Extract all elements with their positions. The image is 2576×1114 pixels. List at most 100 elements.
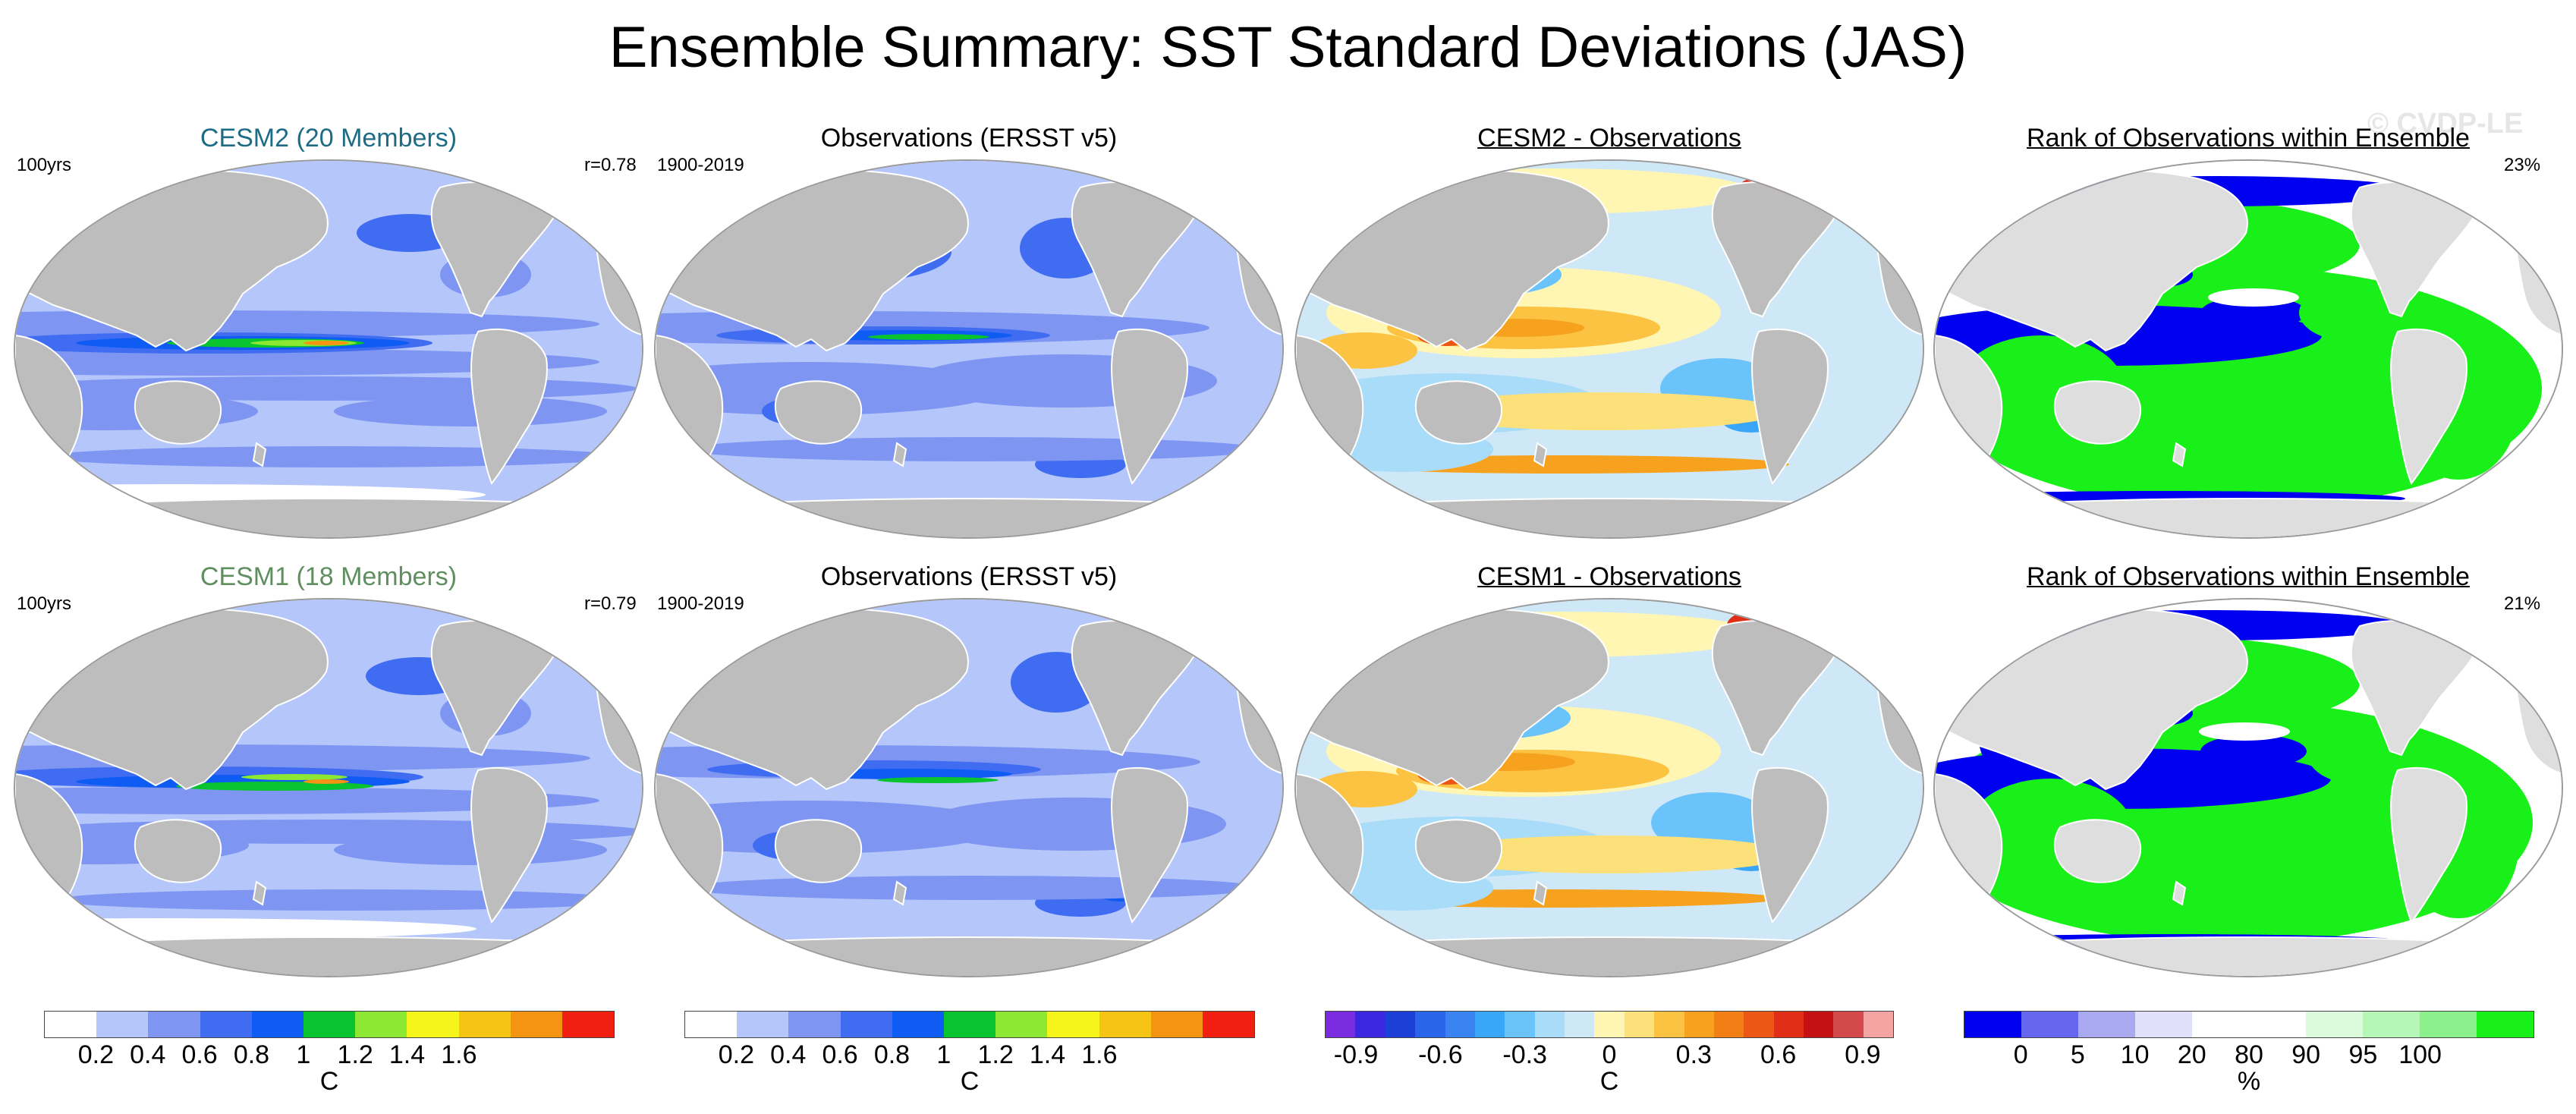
colorbar-swatch — [1355, 1012, 1386, 1037]
land-antarctica — [15, 936, 642, 976]
colorbar-swatch — [2420, 1012, 2477, 1037]
panel-title: CESM2 (20 Members) — [200, 124, 458, 153]
colorbar-swatch — [892, 1012, 944, 1037]
colorbar-tick-label: -0.9 — [1333, 1040, 1379, 1069]
colorbar-swatch — [45, 1012, 97, 1037]
colorbar-swatch — [788, 1012, 841, 1037]
land-antarctica — [656, 936, 1282, 976]
colorbar-swatch — [1534, 1012, 1565, 1037]
land-greenland — [1826, 161, 1889, 189]
colorbar-units: C — [960, 1067, 980, 1096]
map-obs — [654, 598, 1284, 977]
colorbar-swatch — [1505, 1012, 1535, 1037]
land-nz — [252, 880, 267, 906]
colorbar-swatch — [995, 1012, 1048, 1037]
field-blob — [334, 396, 607, 426]
field-blob — [2200, 735, 2307, 768]
colorbar-tick-label: 0.8 — [233, 1040, 270, 1069]
panel-period-note: 1900-2019 — [657, 155, 744, 175]
land-australia — [1414, 380, 1502, 445]
colorbar-tick-label: 0.4 — [130, 1040, 166, 1069]
panel-title: Observations (ERSST v5) — [820, 124, 1118, 153]
colorbar-tick-label: 0.4 — [770, 1040, 807, 1069]
panel-title: CESM2 - Observations — [1477, 124, 1741, 153]
colorbar-tick-label: 20 — [2177, 1040, 2206, 1069]
colorbar-swatch — [251, 1012, 304, 1037]
colorbar-tick-label: 1.2 — [337, 1040, 373, 1069]
panel-stat-note: r=0.78 — [584, 155, 637, 175]
colorbar-swatch — [2477, 1012, 2534, 1037]
land-samerica — [1111, 328, 1188, 485]
colorbar-tick-label: 0 — [1602, 1040, 1617, 1069]
map-canvas — [656, 599, 1282, 976]
panel-title: Observations (ERSST v5) — [820, 562, 1118, 591]
field-blob — [2208, 288, 2299, 307]
colorbar-units: C — [319, 1067, 339, 1096]
colorbar-swatch — [200, 1012, 252, 1037]
colorbar-swatch — [1326, 1012, 1356, 1037]
field-blob — [46, 446, 622, 467]
colorbar-swatch — [2021, 1012, 2078, 1037]
colorbar-tick-label: 0.8 — [873, 1040, 911, 1069]
land-australia — [2053, 819, 2141, 883]
map-canvas — [15, 161, 642, 537]
panel-period-note: 100yrs — [17, 593, 72, 614]
colorbar-swatch — [2078, 1012, 2135, 1037]
field-blob — [304, 341, 349, 345]
colorbar-tick-label: 1.4 — [1029, 1040, 1066, 1069]
colorbar-swatch — [2306, 1012, 2363, 1037]
colorbar-swatch — [943, 1012, 996, 1037]
colorbar-tick-label: 0.2 — [718, 1040, 754, 1069]
colorbar-swatch — [1713, 1012, 1744, 1037]
colorbar — [1964, 1011, 2534, 1038]
map-canvas — [1296, 599, 1923, 976]
land-greenland — [1185, 599, 1249, 628]
colorbar-tick-label: 0.6 — [181, 1040, 218, 1069]
colorbar-swatch — [458, 1012, 511, 1037]
map-obs — [654, 159, 1284, 539]
map-model — [14, 159, 643, 539]
colorbar-tick-label: 0.6 — [822, 1040, 858, 1069]
colorbar-tick-label: 95 — [2348, 1040, 2378, 1069]
map-canvas — [1935, 161, 2562, 537]
colorbar-swatch — [1445, 1012, 1475, 1037]
colorbar-tick-label: 1.6 — [441, 1040, 477, 1069]
land-australia — [134, 380, 222, 445]
field-blob — [868, 334, 989, 340]
colorbar-swatch — [840, 1012, 892, 1037]
colorbar-tick-label: 0 — [2013, 1040, 2028, 1069]
map-canvas — [656, 161, 1282, 537]
colorbar-tick-label: 1.4 — [388, 1040, 426, 1069]
colorbar-swatch — [1565, 1012, 1595, 1037]
field-blob — [176, 782, 373, 791]
colorbar-swatch — [303, 1012, 356, 1037]
colorbar — [44, 1011, 615, 1038]
panel-title: Rank of Observations within Ensemble — [2027, 562, 2470, 591]
map-rank — [1933, 598, 2563, 977]
field-blob — [686, 876, 1263, 900]
colorbar-units: C — [1599, 1067, 1619, 1096]
land-nz — [892, 442, 907, 467]
colorbar-tick-label: 1.2 — [977, 1040, 1014, 1069]
colorbar-tick-label: -0.6 — [1418, 1040, 1463, 1069]
land-antarctica — [1935, 498, 2562, 537]
land-samerica — [1751, 328, 1829, 485]
land-antarctica — [1296, 936, 1923, 976]
land-samerica — [2390, 766, 2467, 924]
land-nz — [892, 880, 907, 906]
colorbar-swatch — [1099, 1012, 1151, 1037]
land-nz — [2172, 442, 2187, 467]
colorbar-swatch — [510, 1012, 562, 1037]
field-blob — [334, 835, 607, 865]
colorbar-swatch — [1047, 1012, 1099, 1037]
land-antarctica — [1296, 498, 1923, 537]
field-blob — [304, 779, 349, 784]
panel-stat-note: r=0.79 — [584, 593, 637, 614]
land-samerica — [470, 766, 548, 924]
colorbar-tick-label: 100 — [2398, 1040, 2442, 1069]
land-australia — [134, 819, 222, 883]
colorbar-swatch — [1474, 1012, 1505, 1037]
land-nz — [252, 442, 267, 467]
land-australia — [774, 819, 862, 883]
colorbar-swatch — [1385, 1012, 1416, 1037]
